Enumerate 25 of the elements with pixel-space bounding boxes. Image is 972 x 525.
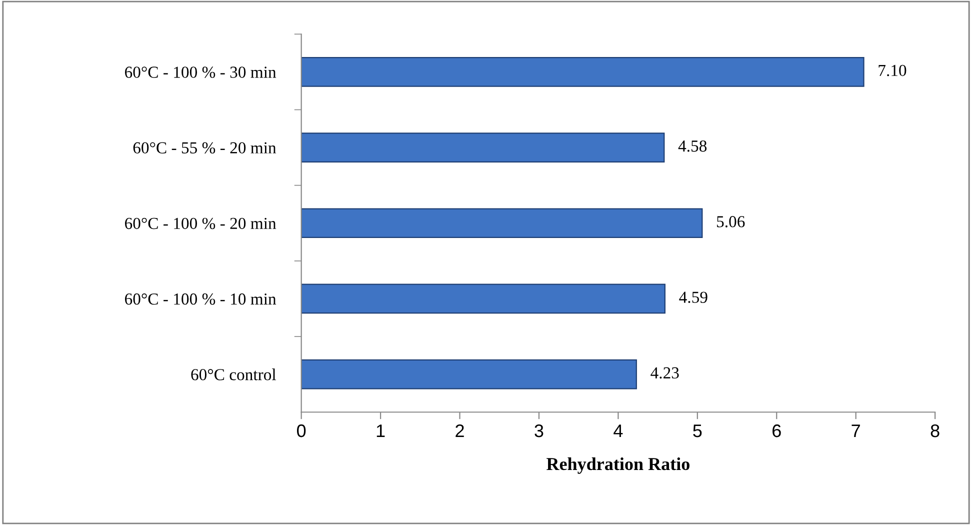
y-tick-label: 60°C - 100 % - 20 min (125, 218, 276, 230)
data-label: 4.59 (679, 292, 708, 303)
x-tick-label: 3 (534, 424, 544, 438)
x-axis-title: Rehydration Ratio (546, 457, 690, 474)
y-tick-label: 60°C control (191, 368, 276, 380)
x-tick-label: 7 (852, 424, 860, 438)
y-tick-label: 60°C - 55 % - 20 min (133, 142, 276, 154)
data-label: 5.06 (717, 216, 745, 228)
y-tick-label: 60°C - 100 % - 10 min (125, 293, 276, 305)
x-tick-label: 1 (376, 424, 385, 438)
x-tick-label: 5 (693, 424, 702, 438)
x-tick-label: 2 (456, 424, 464, 438)
y-tick-label: 60°C - 100 % - 30 min (125, 66, 276, 78)
bar (301, 57, 864, 87)
x-tick-label: 6 (772, 424, 781, 438)
x-tick-label: 0 (297, 424, 306, 438)
bar (301, 208, 703, 238)
data-label: 4.58 (678, 140, 707, 152)
data-label: 4.23 (650, 367, 679, 379)
bar (301, 132, 665, 162)
bar (301, 359, 637, 390)
data-label: 7.10 (878, 64, 906, 76)
x-tick-label: 8 (930, 424, 940, 438)
bar (301, 284, 666, 314)
x-tick-label: 4 (614, 424, 623, 438)
